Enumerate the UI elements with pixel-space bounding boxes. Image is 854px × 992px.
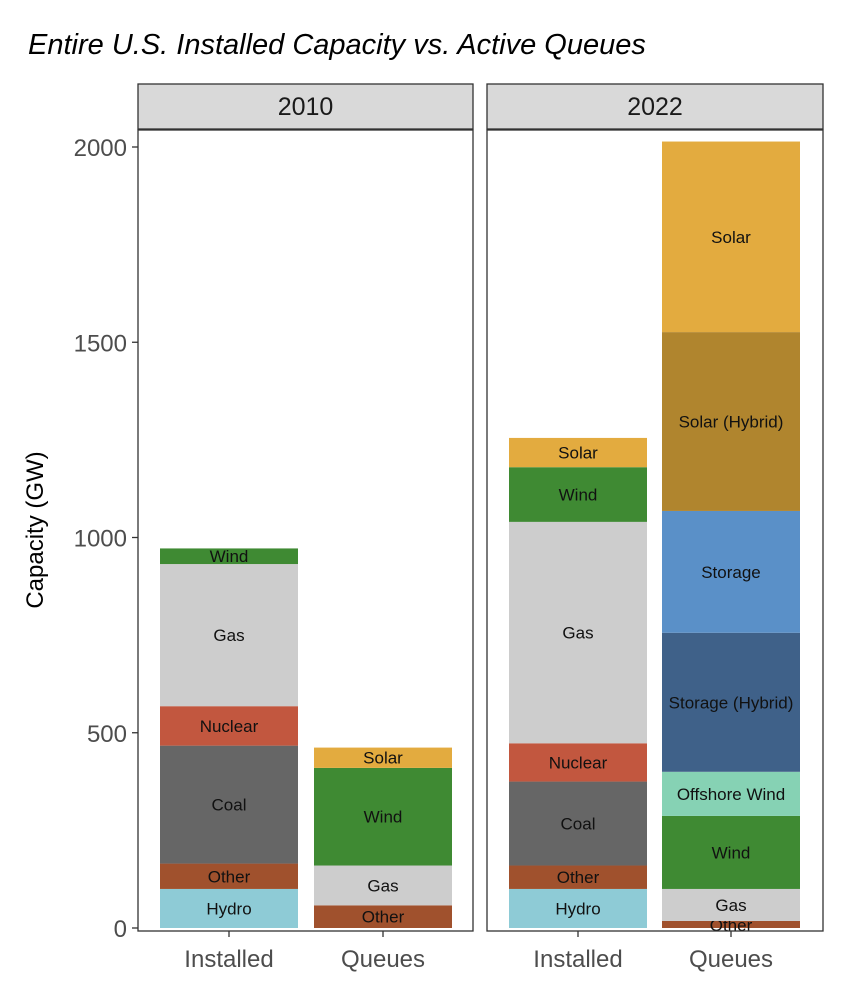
segment-label: Wind — [559, 486, 598, 505]
bar-segment-other — [314, 905, 452, 928]
segment-label: Offshore Wind — [677, 785, 785, 804]
bar-segment-wind — [314, 767, 452, 866]
facet-strip-label: 2010 — [278, 93, 334, 121]
segment-label: Solar — [558, 444, 598, 463]
bar-segment-coal — [509, 781, 647, 866]
segment-label: Gas — [367, 876, 398, 895]
panel-border — [137, 129, 474, 932]
segment-label: Other — [362, 908, 405, 927]
y-tick-label: 0 — [114, 916, 127, 943]
panels-layer: 2010 Hydro Other Coal Nuclear Gas Wind Installe… — [137, 83, 824, 973]
facet-strip-2022 — [486, 83, 824, 130]
bar-segment-gas — [662, 888, 800, 921]
x-tick-label: Installed — [533, 946, 622, 973]
bar-segment-solar — [509, 437, 647, 468]
bar-segment-wind — [509, 467, 647, 522]
bar-segment-gas — [160, 564, 298, 707]
bar-segment-hydro — [509, 888, 647, 928]
segment-label: Wind — [712, 843, 751, 862]
facet-panel-2022: 2022 Hydro Other Coal Nuclear Gas Wind Solar Ins… — [486, 83, 824, 973]
bar-segment-gas — [314, 865, 452, 906]
bar-segment-wind — [662, 815, 800, 889]
bar-segment-solar — [662, 141, 800, 333]
x-tick-label: Queues — [689, 946, 773, 973]
segment-label: Solar — [711, 228, 751, 247]
bar-segment-offshore-wind — [662, 771, 800, 816]
segment-label: Solar — [363, 749, 403, 768]
facet-panel-2010: 2010 Hydro Other Coal Nuclear Gas Wind Installe… — [137, 83, 474, 973]
stacked-bar-2022-installed: Hydro Other Coal Nuclear Gas Wind Solar — [509, 437, 647, 928]
bar-segment-hydro — [160, 888, 298, 928]
y-axis-title: Capacity (GW) — [22, 451, 49, 608]
segment-label: Other — [557, 868, 600, 887]
segment-label: Hydro — [206, 899, 251, 918]
chart-title: Entire U.S. Installed Capacity vs. Activ… — [28, 29, 646, 61]
segment-label: Storage — [701, 563, 761, 582]
segment-label: Other — [208, 867, 251, 886]
bar-segment-gas — [509, 521, 647, 744]
bar-segment-storage — [662, 510, 800, 633]
segment-label: Hydro — [555, 899, 600, 918]
y-tick-label: 500 — [87, 721, 127, 748]
segment-label: Gas — [562, 624, 593, 643]
bar-segment-nuclear — [160, 706, 298, 746]
facet-strip-2010 — [137, 83, 474, 130]
stacked-bar-2010-installed: Hydro Other Coal Nuclear Gas Wind — [160, 547, 298, 928]
bar-segment-other — [160, 863, 298, 889]
segment-label: Gas — [715, 896, 746, 915]
segment-label: Storage (Hybrid) — [669, 693, 794, 712]
bar-segment-other — [509, 865, 647, 889]
segment-label: Gas — [213, 626, 244, 645]
bar-segment-wind — [160, 548, 298, 565]
bar-segment-solar-hybrid — [662, 332, 800, 511]
bar-segment-nuclear — [509, 743, 647, 782]
y-tick-label: 1500 — [74, 330, 127, 357]
segment-label: Coal — [212, 796, 247, 815]
bar-segment-solar — [314, 747, 452, 768]
stacked-bar-2010-queues: Other Gas Wind Solar — [314, 747, 452, 928]
facet-strip-label: 2022 — [627, 93, 683, 121]
segment-label: Nuclear — [549, 753, 608, 772]
bar-segment-storage-hybrid — [662, 632, 800, 772]
x-tick-label: Installed — [184, 946, 273, 973]
segment-label: Nuclear — [200, 717, 259, 736]
bar-segment-coal — [160, 745, 298, 864]
bar-segment-other — [662, 920, 800, 928]
segment-label: Wind — [210, 547, 249, 566]
panel-border — [486, 129, 824, 932]
x-tick-label: Queues — [341, 946, 425, 973]
y-axis: 0 500 1000 1500 2000 — [74, 135, 138, 943]
y-tick-label: 1000 — [74, 526, 127, 553]
segment-label: Wind — [364, 808, 403, 827]
segment-label: Solar (Hybrid) — [679, 413, 784, 432]
y-tick-label: 2000 — [74, 135, 127, 162]
segment-label: Coal — [561, 815, 596, 834]
